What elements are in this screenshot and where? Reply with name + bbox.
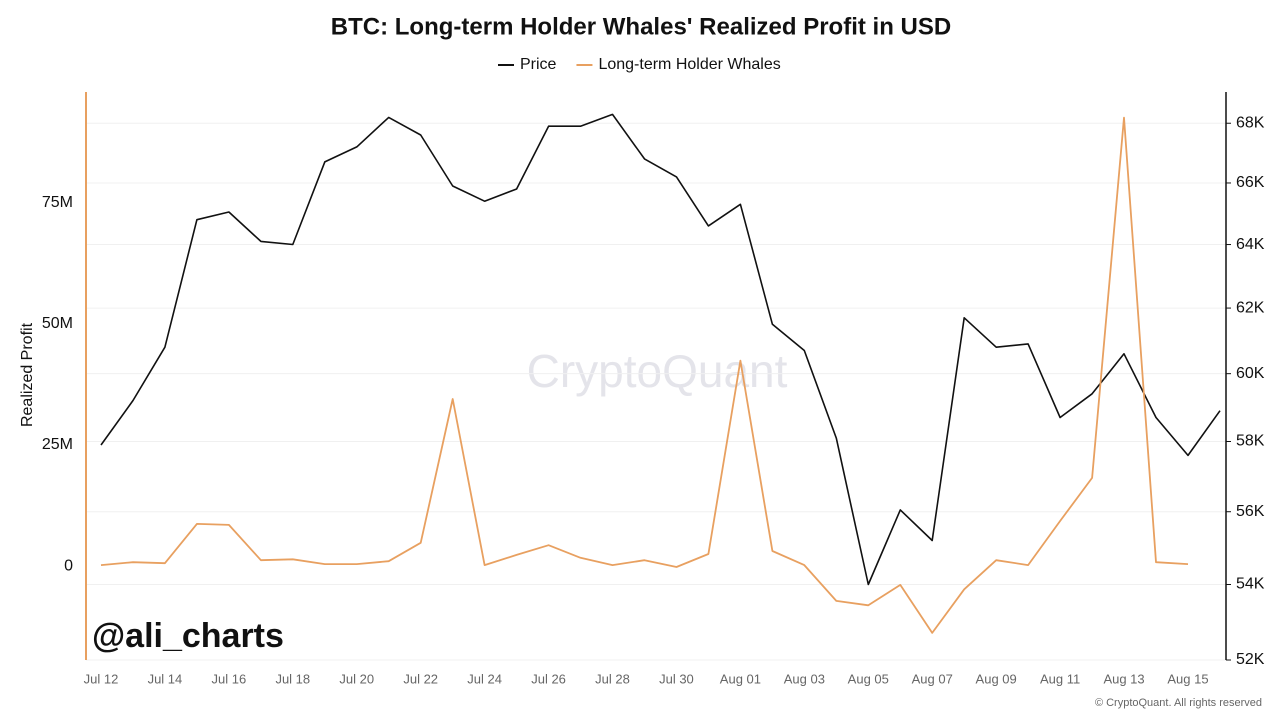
series-line (100, 116, 1189, 634)
x-tick-label: Aug 09 (976, 671, 1017, 686)
chart-title: BTC: Long-term Holder Whales' Realized P… (331, 13, 951, 40)
x-tick-label: Aug 05 (848, 671, 889, 686)
y2-tick-label: 52K (1236, 651, 1265, 668)
y-tick-label: 75M (42, 194, 73, 211)
y-tick-label: 25M (42, 436, 73, 453)
y2-tick-label: 58K (1236, 433, 1265, 450)
y2-tick-label: 56K (1236, 503, 1265, 520)
series-line (100, 113, 1221, 586)
legend-label: Long-term Holder Whales (598, 56, 780, 73)
copyright: © CryptoQuant. All rights reserved (1095, 697, 1262, 709)
x-tick-label: Jul 28 (595, 671, 630, 686)
y-tick-label: 50M (42, 315, 73, 332)
x-tick-label: Jul 16 (212, 671, 247, 686)
x-tick-label: Jul 22 (403, 671, 438, 686)
y2-tick-label: 62K (1236, 299, 1265, 316)
y2-tick-label: 64K (1236, 236, 1265, 253)
y2-tick-label: 68K (1236, 114, 1265, 131)
credit: @ali_charts (92, 617, 284, 655)
watermark: CryptoQuant (527, 345, 788, 397)
y-tick-label: 0 (64, 557, 73, 574)
y-axis-label: Realized Profit (19, 322, 36, 427)
y2-tick-label: 60K (1236, 365, 1265, 382)
x-tick-label: Jul 12 (84, 671, 119, 686)
x-tick-label: Aug 01 (720, 671, 761, 686)
x-tick-label: Aug 07 (912, 671, 953, 686)
x-tick-label: Aug 03 (784, 671, 825, 686)
x-tick-label: Aug 15 (1167, 671, 1208, 686)
y2-tick-label: 54K (1236, 576, 1265, 593)
x-tick-label: Jul 24 (467, 671, 502, 686)
x-tick-label: Aug 13 (1103, 671, 1144, 686)
x-tick-label: Jul 26 (531, 671, 566, 686)
y2-tick-label: 66K (1236, 174, 1265, 191)
x-tick-label: Jul 30 (659, 671, 694, 686)
legend-label: Price (520, 56, 557, 73)
x-tick-label: Jul 18 (275, 671, 310, 686)
x-tick-label: Jul 20 (339, 671, 374, 686)
x-tick-label: Aug 11 (1040, 671, 1080, 686)
x-tick-label: Jul 14 (148, 671, 183, 686)
